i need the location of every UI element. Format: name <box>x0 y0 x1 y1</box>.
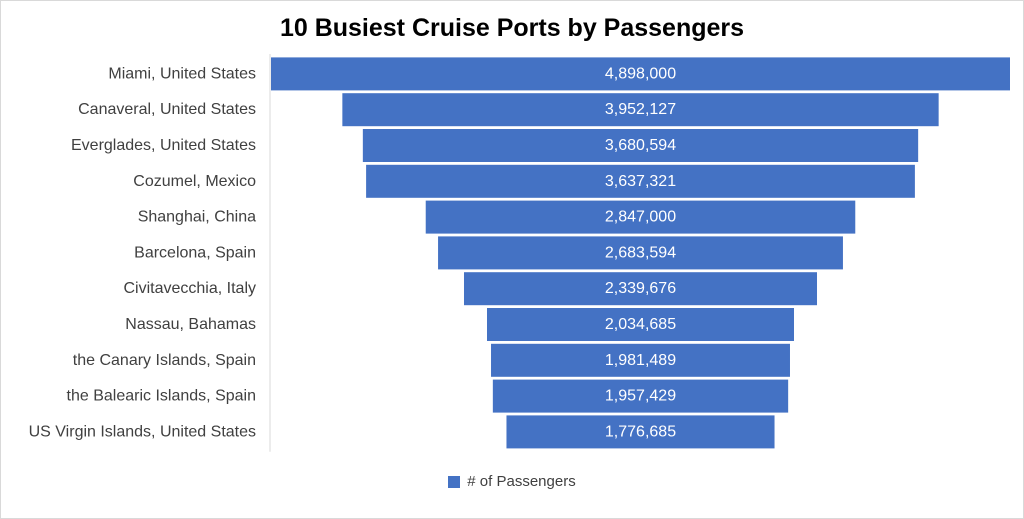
category-label: Nassau, Bahamas <box>125 316 256 333</box>
data-label: 1,981,489 <box>605 352 676 369</box>
category-label: Miami, United States <box>108 65 256 82</box>
category-label: the Balearic Islands, Spain <box>67 388 256 405</box>
funnel-bar <box>492 379 789 413</box>
funnel-bar <box>342 93 939 127</box>
category-label: US Virgin Islands, United States <box>29 423 256 440</box>
data-label: 4,898,000 <box>605 65 676 82</box>
category-label: Everglades, United States <box>71 137 256 154</box>
legend-label: # of Passengers <box>467 473 576 490</box>
data-label: 2,339,676 <box>605 280 676 297</box>
data-label: 2,683,594 <box>605 244 676 261</box>
category-label: the Canary Islands, Spain <box>73 352 256 369</box>
funnel-bar <box>362 129 919 162</box>
data-label: 3,637,321 <box>605 173 676 190</box>
data-label: 2,847,000 <box>605 209 676 226</box>
category-label: Barcelona, Spain <box>134 244 256 261</box>
funnel-bar <box>506 415 775 449</box>
funnel-bar <box>491 343 790 377</box>
legend-swatch <box>448 475 461 488</box>
category-label: Shanghai, China <box>138 209 256 226</box>
funnel-bar <box>487 308 794 341</box>
data-label: 3,952,127 <box>605 101 676 118</box>
funnel-bar <box>438 236 843 270</box>
legend: # of Passengers <box>0 473 1024 490</box>
category-label: Cozumel, Mexico <box>133 173 256 190</box>
funnel-bar <box>425 200 856 234</box>
data-label: 2,034,685 <box>605 316 676 333</box>
funnel-bar <box>463 272 818 306</box>
chart-title: 10 Busiest Cruise Ports by Passengers <box>279 14 745 42</box>
data-label: 1,776,685 <box>605 423 676 440</box>
funnel-bar <box>271 57 1010 91</box>
data-label: 3,680,594 <box>605 137 676 154</box>
data-label: 1,957,429 <box>605 388 676 405</box>
category-label: Canaveral, United States <box>78 101 256 118</box>
funnel-bar <box>366 164 915 198</box>
category-label: Civitavecchia, Italy <box>124 280 257 297</box>
